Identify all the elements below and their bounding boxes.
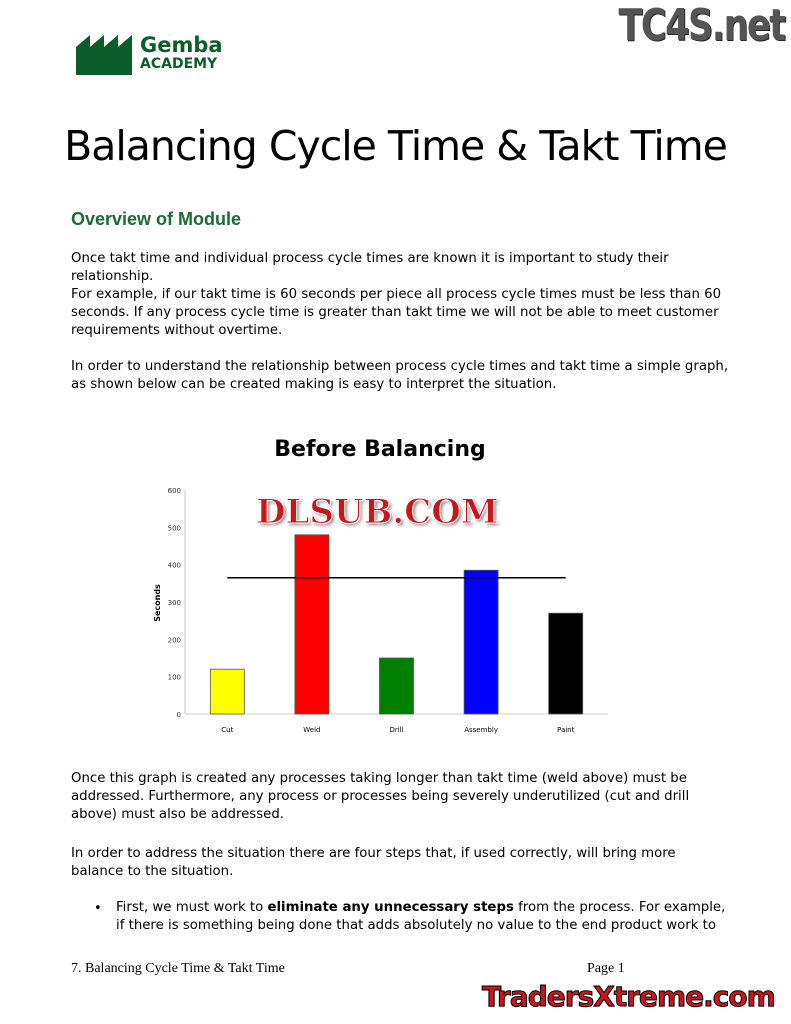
bar-drill: [379, 657, 414, 715]
bar-paint: [548, 612, 584, 715]
paragraph: Once takt time and individual process cy…: [71, 251, 669, 284]
bar-assembly: [463, 569, 499, 715]
y-tick-label: 500: [168, 524, 181, 532]
chart-title: Before Balancing: [274, 437, 486, 462]
paragraph: In order to address the situation there …: [71, 846, 676, 879]
factory-icon: [76, 35, 132, 75]
page-title: Balancing Cycle Time & Takt Time: [64, 122, 728, 170]
paragraph: For example, if our takt time is 60 seco…: [71, 287, 722, 338]
y-axis-label: Seconds: [153, 584, 162, 622]
y-tick-label: 600: [168, 487, 181, 495]
y-tick-label: 0: [177, 711, 181, 719]
watermark-dlsub: DLSUB.COM: [255, 492, 499, 533]
y-tick-label: 300: [168, 599, 181, 607]
bar-weld: [294, 534, 330, 715]
x-tick-label: Drill: [389, 726, 403, 734]
logo-subtext: ACADEMY: [140, 56, 218, 72]
y-tick-label: 100: [168, 674, 181, 682]
x-tick-label: Weld: [303, 726, 320, 734]
gemba-academy-logo: Gemba ACADEMY: [76, 33, 246, 75]
bar-cut: [209, 668, 245, 715]
paragraph: In order to understand the relationship …: [71, 359, 729, 392]
x-tick-label: Cut: [221, 726, 233, 734]
y-tick-label: 200: [168, 636, 181, 644]
watermark-tradersxtreme: TradersXtreme.com: [482, 980, 777, 1014]
page-number: Page 1: [587, 961, 625, 976]
bullet-text: First, we must work to eliminate any unn…: [116, 900, 726, 933]
y-tick-label: 400: [168, 562, 181, 570]
bullet-icon: •: [94, 901, 102, 916]
watermark-tc4s: TC4S.net: [618, 0, 787, 51]
x-tick-label: Assembly: [464, 726, 498, 734]
section-heading: Overview of Module: [71, 209, 242, 229]
x-tick-label: Paint: [557, 726, 575, 734]
logo-text: Gemba: [140, 33, 223, 57]
paragraph: Once this graph is created any processes…: [71, 771, 690, 822]
footer-title: 7. Balancing Cycle Time & Takt Time: [71, 961, 285, 976]
